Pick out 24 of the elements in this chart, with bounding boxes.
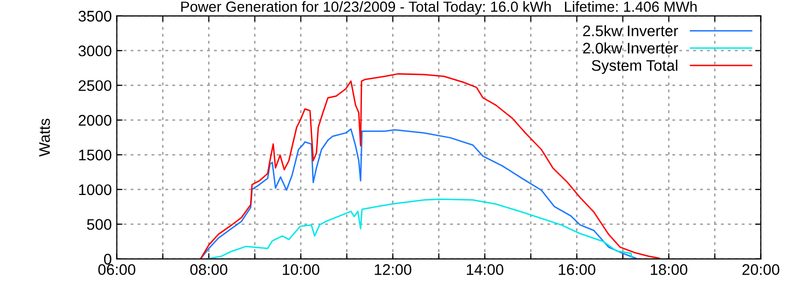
y-tick-label: 1500 (79, 150, 112, 160)
x-tick-label: 14:00 (466, 264, 504, 275)
chart-title: Power Generation for 10/23/2009 - Total Today: 16.0 kWh Lifetime: 1.406 MWh (181, 1, 697, 15)
x-tick-label: 16:00 (558, 264, 596, 275)
x-tick-label: 06:00 (98, 264, 136, 275)
y-tick-label: 3500 (78, 10, 112, 22)
y-tick-label: 500 (87, 219, 112, 230)
line-series (200, 73, 660, 259)
line-series (206, 198, 633, 259)
y-tick-label: 1000 (79, 184, 112, 196)
x-tick-label: 12:00 (374, 264, 412, 275)
legend-label: 2.5kw Inverter (583, 25, 678, 36)
y-axis-title: Watts (39, 118, 50, 157)
line-series (200, 128, 638, 259)
x-tick-label: 08:00 (190, 264, 228, 275)
x-tick-label: 20:00 (742, 264, 780, 275)
y-tick-label: 3000 (78, 45, 112, 56)
legend-label: System Total (592, 60, 678, 74)
x-tick-label: 10:00 (282, 264, 320, 275)
y-tick-label: 0 (104, 254, 112, 265)
y-tick-label: 2500 (78, 80, 112, 92)
legend-label: 2.0kw Inverter (583, 42, 678, 54)
y-tick-label: 2000 (78, 114, 112, 126)
x-tick-label: 18:00 (650, 264, 688, 275)
